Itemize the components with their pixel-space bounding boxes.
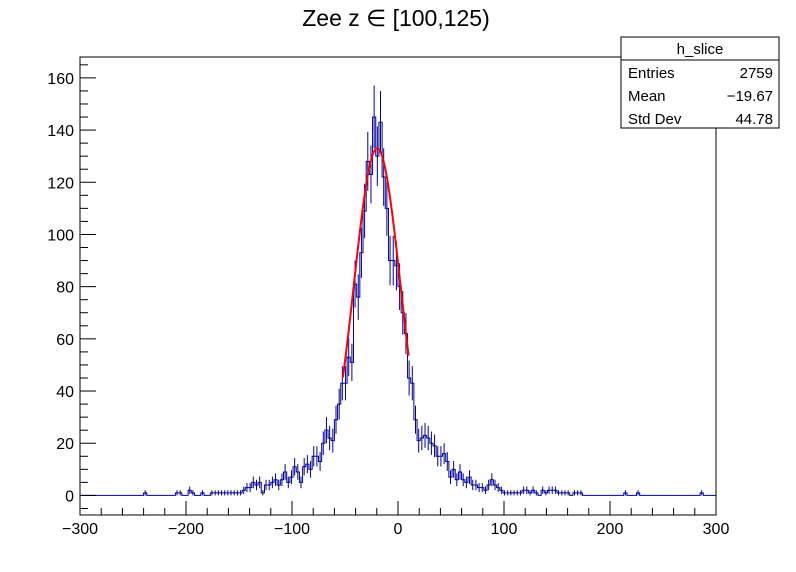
y-tick-label: 60 (56, 332, 74, 349)
stats-entries-label: Entries (628, 65, 675, 82)
stats-box: h_slice Entries 2759 Mean −19.67 Std Dev… (620, 36, 780, 129)
stats-box-title: h_slice (677, 41, 724, 58)
x-tick-label: −300 (62, 521, 98, 538)
y-axis: 0 20 40 60 80 100 120 140 160 (47, 64, 96, 509)
stats-entries-value: 2759 (740, 65, 773, 82)
stats-mean-value: −19.67 (727, 88, 773, 105)
stats-stddev-value: 44.78 (735, 111, 773, 128)
y-tick-label: 20 (56, 436, 74, 453)
histogram-outline (80, 116, 716, 496)
stats-stddev-label: Std Dev (628, 111, 682, 128)
y-tick-label: 160 (47, 71, 74, 88)
histogram-series (80, 85, 716, 496)
fit-curve-group (341, 147, 410, 378)
y-tick-label: 100 (47, 227, 74, 244)
y-tick-label: 140 (47, 123, 74, 140)
stats-mean-label: Mean (628, 88, 666, 105)
stats-box-frame (620, 36, 780, 129)
x-tick-label: 0 (394, 521, 403, 538)
chart-title: Zee z ∈ [100,125) (302, 5, 490, 31)
y-tick-label: 80 (56, 280, 74, 297)
x-tick-label: 100 (491, 521, 518, 538)
x-axis: −300 −200 −100 0 100 200 300 (62, 501, 729, 538)
x-tick-label: 300 (703, 521, 730, 538)
y-tick-label: 0 (65, 488, 74, 505)
x-tick-label: −200 (168, 521, 204, 538)
y-tick-label: 40 (56, 384, 74, 401)
x-tick-label: 200 (597, 521, 624, 538)
x-tick-label: −100 (274, 521, 310, 538)
fit-curve (341, 147, 410, 378)
y-tick-label: 120 (47, 175, 74, 192)
